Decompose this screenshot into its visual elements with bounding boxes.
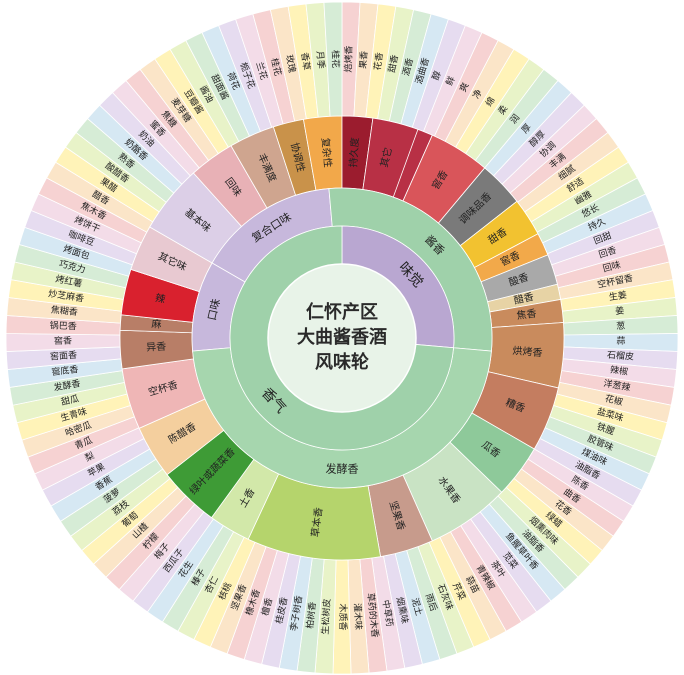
descriptor-segment: 悠长 xyxy=(536,177,647,244)
descriptor-segment: 厚 xyxy=(484,80,573,177)
descriptor-label: 果香 xyxy=(358,50,370,69)
descriptor-segment: 草药的木香 xyxy=(359,557,388,674)
descriptor-label: 回香 xyxy=(597,245,618,261)
wheel-center: 仁怀产区 大曲酱香酒 风味轮 xyxy=(267,263,417,413)
descriptor-segment: 石榴皮 xyxy=(562,346,679,370)
descriptor-label: 窖香 xyxy=(54,335,72,347)
descriptor-label: 桂花 xyxy=(329,50,341,68)
descriptor-label: 锅巴香 xyxy=(50,320,77,332)
descriptor-segment: 柏树香 xyxy=(296,557,325,674)
descriptor-segment: 芹菜 xyxy=(428,536,491,648)
descriptor-label: 窖底香 xyxy=(51,363,79,378)
descriptor-label: 生姜 xyxy=(608,289,628,304)
category-label: 焦香 xyxy=(516,307,537,322)
descriptor-label: 月季 xyxy=(314,50,327,69)
descriptor-label: 木质香 xyxy=(337,603,349,630)
descriptor-label: 甜瓜 xyxy=(60,392,80,408)
category-label: 醋香 xyxy=(513,290,535,307)
group-label: 发酵香 xyxy=(326,462,359,476)
center-disc xyxy=(267,263,417,413)
category-segment: 水果香 xyxy=(402,441,503,542)
category-segment: 异香 xyxy=(119,329,194,370)
center-title-line-3: 风味轮 xyxy=(315,351,369,373)
descriptor-label: 蒜 xyxy=(616,336,625,347)
category-segment: 醋香 xyxy=(487,283,562,313)
descriptor-label: 玫瑰 xyxy=(283,54,298,74)
descriptor-label: 窖面香 xyxy=(50,349,78,363)
descriptor-segment: 蒜苗 xyxy=(439,531,507,641)
descriptor-label: 葱 xyxy=(616,320,625,332)
inner-segment: 香气 xyxy=(229,225,455,451)
center-title-line-2: 大曲酱香酒 xyxy=(297,326,387,348)
descriptor-label: 花香 xyxy=(371,52,385,71)
category-label: 烘烤香 xyxy=(512,344,543,359)
category-label: 麻 xyxy=(151,317,162,331)
category-label: 复杂性 xyxy=(319,137,335,168)
descriptor-label: 爽 xyxy=(458,81,472,94)
outer-ring: 焙烤香 果香 花香 甜香 酒香酒曲香醇鲜爽净绵柔润厚醇厚协调丰满细腻舒适幽雅悠长持久回甜… xyxy=(5,1,679,675)
group-segment: 口味 xyxy=(191,262,246,352)
center-title-line-1: 仁怀产区 xyxy=(306,301,378,323)
category-segment: 调味品香 xyxy=(437,167,518,247)
category-segment: 空杯香 xyxy=(121,358,206,429)
category-label: 草本香 xyxy=(308,507,325,538)
descriptor-label: 焦糊香 xyxy=(50,304,78,318)
descriptor-label: 花椒 xyxy=(604,392,624,408)
category-label: 异香 xyxy=(146,341,167,354)
category-segment: 窖香 xyxy=(473,233,549,283)
category-label: 辣 xyxy=(154,291,166,306)
descriptor-label: 石榴皮 xyxy=(607,349,635,363)
descriptor-label: 雨后 xyxy=(423,592,439,613)
descriptor-label: 酒香 xyxy=(401,57,416,77)
descriptor-label: 香草 xyxy=(298,52,312,71)
descriptor-label: 鲜 xyxy=(443,74,458,87)
descriptor-label: 醇 xyxy=(429,69,443,82)
descriptor-label: 生松树皮 xyxy=(319,598,333,635)
descriptor-label: 柏树香 xyxy=(304,601,319,629)
descriptor-segment: 空杯留香 xyxy=(557,261,674,300)
group-label: 口味 xyxy=(205,298,222,322)
category-segment: 陈醋香 xyxy=(138,398,225,476)
descriptor-label: 甜香 xyxy=(386,54,401,74)
descriptor-label: 焙烤香 xyxy=(342,45,355,72)
descriptor-label: 辣椒 xyxy=(609,364,628,378)
descriptor-label: 灌木味 xyxy=(351,603,364,631)
descriptor-segment: 窖香 xyxy=(5,333,121,352)
descriptor-label: 姜 xyxy=(615,304,625,317)
category-label: 持久度 xyxy=(346,137,361,168)
group-segment: 复合口味 xyxy=(211,188,333,283)
